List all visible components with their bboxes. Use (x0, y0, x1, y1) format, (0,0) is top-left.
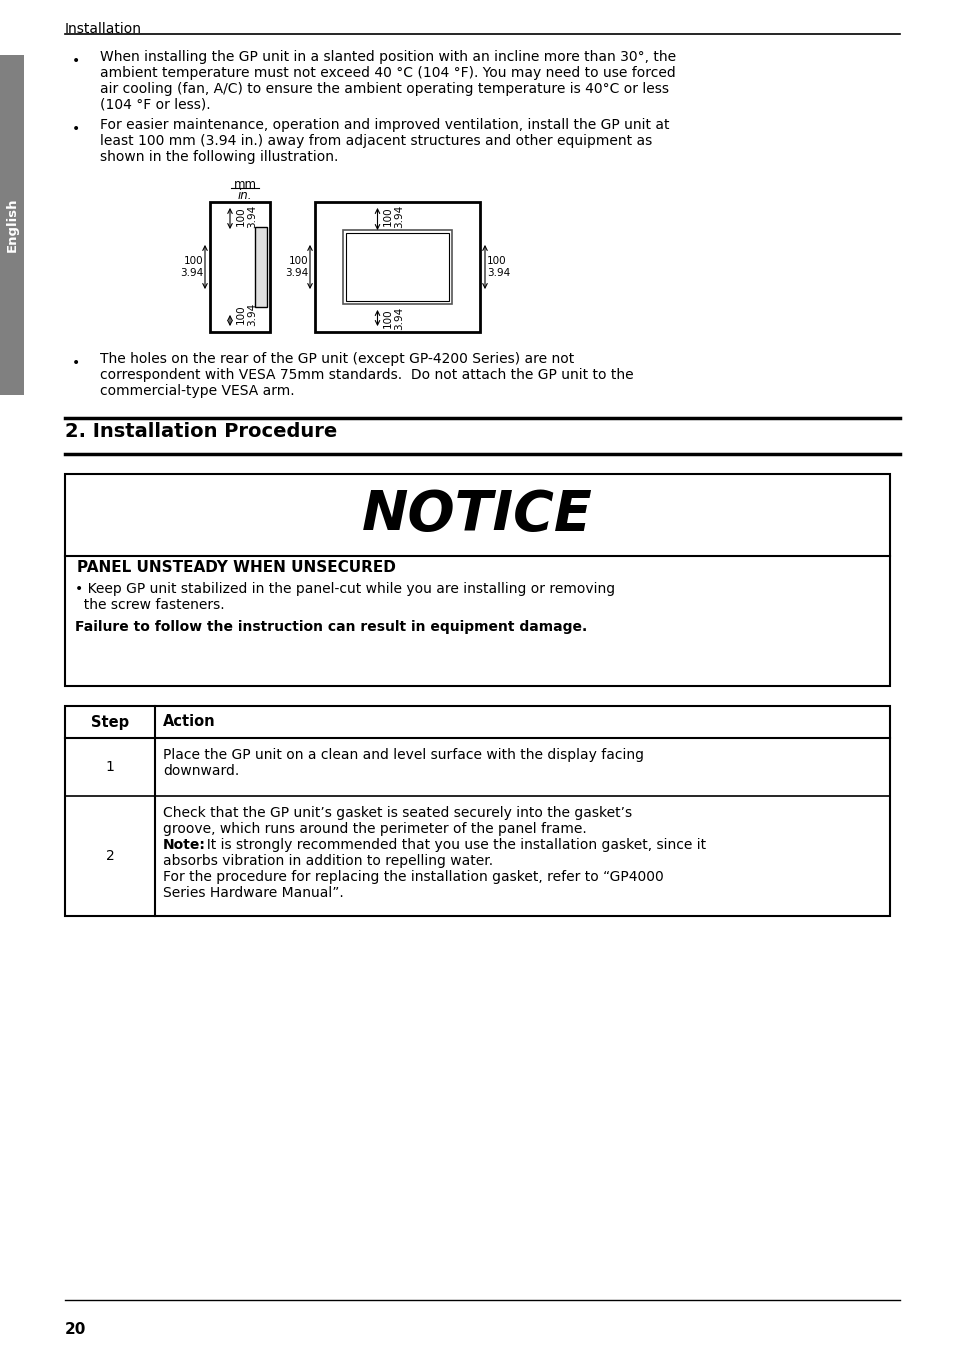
Text: (104 °F or less).: (104 °F or less). (100, 98, 211, 112)
Text: Note:: Note: (163, 838, 206, 851)
Text: 1: 1 (106, 760, 114, 773)
Text: 2: 2 (106, 849, 114, 863)
Text: ambient temperature must not exceed 40 °C (104 °F). You may need to use forced: ambient temperature must not exceed 40 °… (100, 66, 675, 79)
Text: absorbs vibration in addition to repelling water.: absorbs vibration in addition to repelli… (163, 854, 493, 868)
Text: 20: 20 (65, 1322, 87, 1337)
Text: 2. Installation Procedure: 2. Installation Procedure (65, 422, 337, 441)
Bar (0, 55, 24, 395)
Text: commercial-type VESA arm.: commercial-type VESA arm. (100, 385, 294, 398)
Text: •: • (71, 54, 80, 69)
Text: When installing the GP unit in a slanted position with an incline more than 30°,: When installing the GP unit in a slanted… (100, 50, 676, 65)
Text: groove, which runs around the perimeter of the panel frame.: groove, which runs around the perimeter … (163, 822, 586, 837)
Text: It is strongly recommended that you use the installation gasket, since it: It is strongly recommended that you use … (198, 838, 705, 851)
Text: the screw fasteners.: the screw fasteners. (75, 599, 224, 612)
Text: mm: mm (233, 178, 256, 191)
Text: 100
3.94: 100 3.94 (179, 256, 203, 278)
Bar (254, 227, 267, 307)
Text: 100
3.94: 100 3.94 (284, 256, 308, 278)
Text: correspondent with VESA 75mm standards.  Do not attach the GP unit to the: correspondent with VESA 75mm standards. … (100, 369, 633, 382)
Text: For the procedure for replacing the installation gasket, refer to “GP4000: For the procedure for replacing the inst… (163, 870, 663, 884)
Text: English: English (6, 198, 18, 253)
Bar (343, 230, 452, 304)
Text: shown in the following illustration.: shown in the following illustration. (100, 151, 338, 164)
Bar (314, 202, 479, 332)
Text: least 100 mm (3.94 in.) away from adjacent structures and other equipment as: least 100 mm (3.94 in.) away from adjace… (100, 134, 652, 148)
Text: •: • (71, 356, 80, 370)
Text: 100
3.94: 100 3.94 (235, 303, 257, 325)
Text: 100
3.94: 100 3.94 (382, 307, 404, 330)
Text: PANEL UNSTEADY WHEN UNSECURED: PANEL UNSTEADY WHEN UNSECURED (77, 560, 395, 576)
Text: Action: Action (163, 714, 215, 729)
Text: • Keep GP unit stabilized in the panel-cut while you are installing or removing: • Keep GP unit stabilized in the panel-c… (75, 582, 615, 596)
Text: Installation: Installation (65, 22, 142, 36)
Text: Series Hardware Manual”.: Series Hardware Manual”. (163, 886, 343, 900)
Text: 100
3.94: 100 3.94 (235, 204, 257, 229)
Text: 100
3.94: 100 3.94 (382, 204, 404, 227)
Text: NOTICE: NOTICE (362, 488, 592, 542)
Text: Check that the GP unit’s gasket is seated securely into the gasket’s: Check that the GP unit’s gasket is seate… (163, 806, 632, 820)
Text: in.: in. (237, 190, 252, 202)
Text: air cooling (fan, A/C) to ensure the ambient operating temperature is 40°C or le: air cooling (fan, A/C) to ensure the amb… (100, 82, 668, 95)
Bar (346, 233, 449, 301)
Bar (210, 202, 270, 332)
Text: Place the GP unit on a clean and level surface with the display facing: Place the GP unit on a clean and level s… (163, 748, 643, 763)
Bar (65, 473, 889, 686)
Text: Failure to follow the instruction can result in equipment damage.: Failure to follow the instruction can re… (75, 620, 587, 633)
Text: •: • (71, 122, 80, 136)
Text: downward.: downward. (163, 764, 239, 777)
Text: Step: Step (91, 714, 129, 729)
Text: For easier maintenance, operation and improved ventilation, install the GP unit : For easier maintenance, operation and im… (100, 118, 669, 132)
Text: 100
3.94: 100 3.94 (486, 256, 510, 278)
Text: The holes on the rear of the GP unit (except GP-4200 Series) are not: The holes on the rear of the GP unit (ex… (100, 352, 574, 366)
Bar (65, 706, 889, 916)
